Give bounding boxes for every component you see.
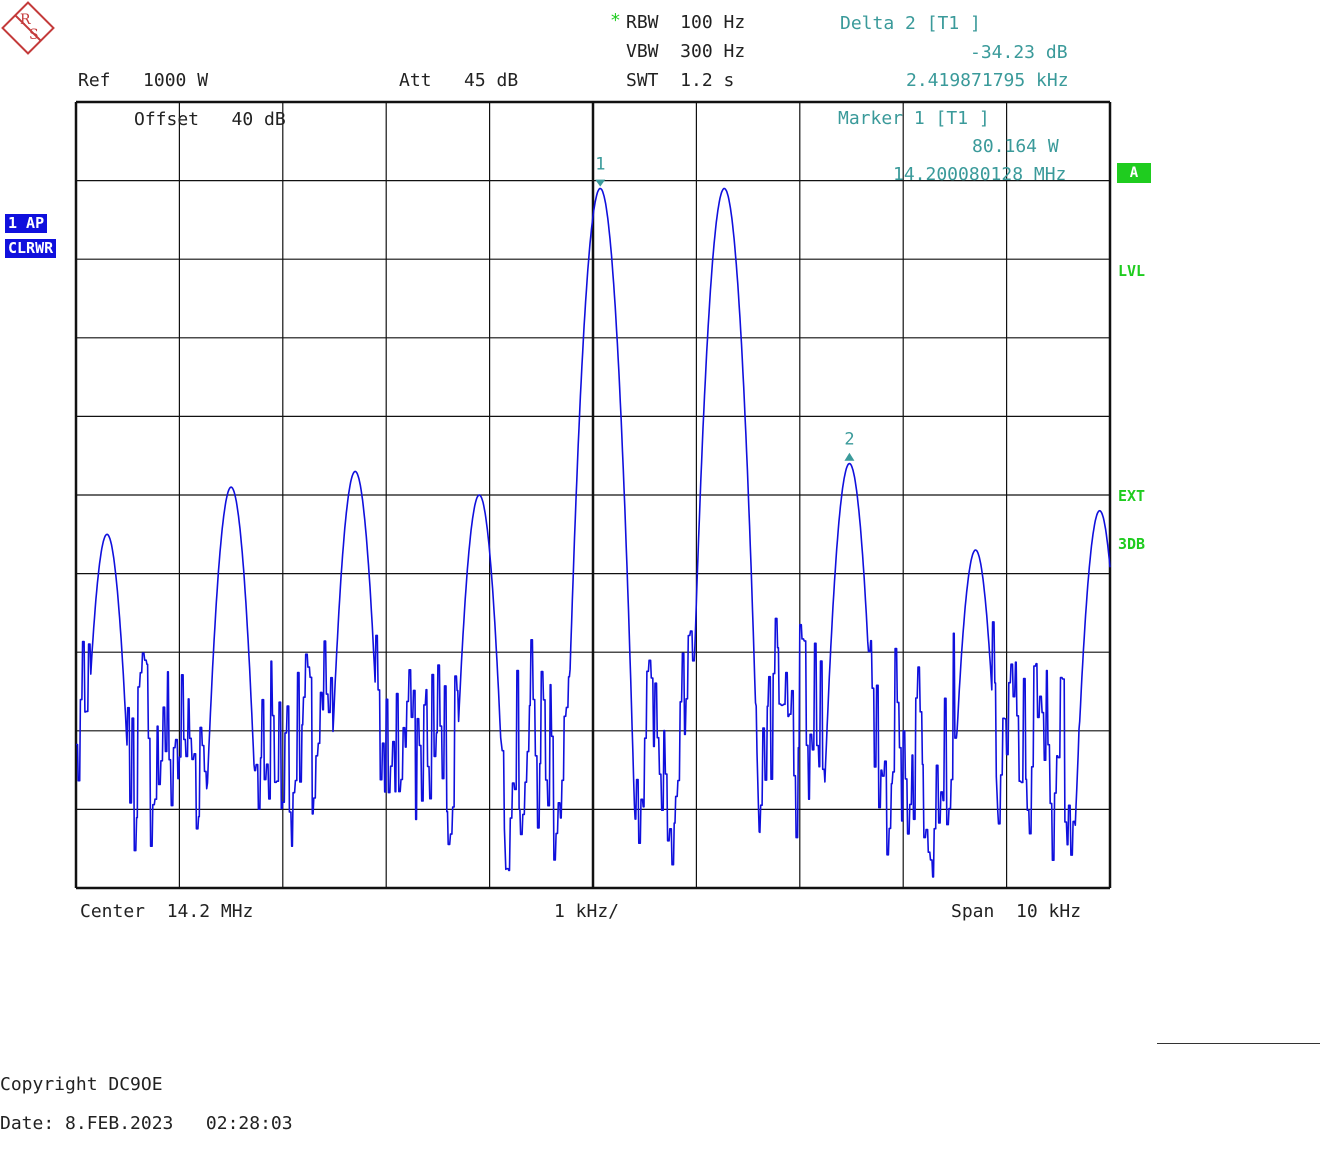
center-frequency: Center 14.2 MHz — [80, 901, 254, 922]
svg-text:R: R — [20, 12, 31, 28]
marker-2-label: 2 — [844, 430, 854, 450]
ext-indicator: EXT — [1118, 487, 1146, 505]
ref-level: Ref 1000 W — [78, 70, 209, 91]
spectrum-trace — [75, 187, 1111, 878]
marker-1-label: 1 — [595, 155, 605, 175]
trace-a-badge: A — [1117, 163, 1151, 183]
plot-grid — [74, 100, 1112, 890]
marker-2-symbol — [844, 452, 855, 461]
rbw-star: * — [610, 10, 621, 31]
delta-marker-freq: 2.419871795 kHz — [906, 70, 1069, 91]
marker1-level: 80.164 W — [972, 136, 1059, 157]
marker-layer: 12 — [595, 155, 855, 461]
offset-label: Offset 40 dB — [134, 109, 286, 130]
marker1-freq: 14.200080128 MHz — [893, 164, 1067, 185]
delta-marker-title: Delta 2 [T1 ] — [840, 13, 981, 34]
copyright: Copyright DC9OE — [0, 1074, 163, 1095]
footer-rule — [1157, 1043, 1320, 1044]
capture-date: Date: 8.FEB.2023 02:28:03 — [0, 1113, 293, 1134]
rs-logo: R S — [1, 1, 55, 55]
svg-text:S: S — [29, 27, 39, 43]
trace-mode-badge: CLRWR — [5, 239, 57, 258]
frequency-span: Span 10 kHz — [951, 901, 1082, 922]
swt-setting: SWT 1.2 s — [626, 70, 735, 91]
rbw-setting: RBW 100 Hz — [626, 12, 746, 33]
lvl-indicator: LVL — [1118, 262, 1146, 280]
division-scale: 1 kHz/ — [554, 901, 620, 922]
attenuation: Att 45 dB — [399, 70, 519, 91]
vbw-setting: VBW 300 Hz — [626, 41, 746, 62]
delta-marker-level: -34.23 dB — [970, 42, 1068, 63]
3db-indicator: 3DB — [1118, 535, 1146, 553]
trace-badge: 1 AP — [5, 214, 48, 233]
marker1-title: Marker 1 [T1 ] — [838, 108, 990, 129]
marker-1-symbol — [595, 179, 606, 187]
